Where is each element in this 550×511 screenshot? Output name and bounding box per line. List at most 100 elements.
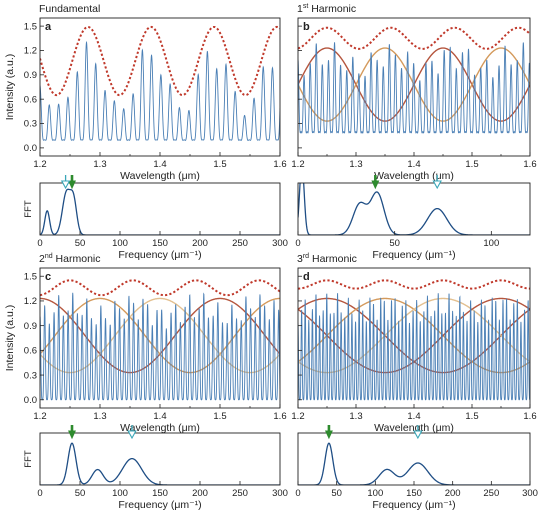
green-arrow-stem: [70, 175, 74, 182]
x-tick-label: 1.4: [407, 159, 420, 170]
plot-area: [298, 26, 530, 134]
x-tick-label: 1.3: [93, 411, 106, 422]
y-tick-label: 0.6: [24, 94, 37, 105]
cyan-arrow-marker: [127, 430, 137, 440]
y-tick-label: 0.0: [24, 143, 37, 154]
x-tick-label: 1.6: [273, 159, 286, 170]
panel-d: 3rd Harmonic d 1.2 1.3 1.4 1.5 1.6 Wavelength (…: [291, 253, 536, 434]
y-axis-label: Intensity (a.u.): [4, 54, 16, 121]
green-arrow-stem: [374, 175, 377, 182]
y-axis-label: FFT: [23, 450, 34, 468]
panel-title: 3rd Harmonic: [297, 253, 357, 265]
panel-letter: d: [303, 271, 310, 283]
fft-plot-area: [40, 442, 280, 485]
green-arrow-marker: [371, 180, 380, 190]
y-tick-label: 1.2: [24, 46, 37, 57]
x-tick-label: 1.5: [465, 159, 478, 170]
green-arrow-stem: [70, 425, 74, 432]
y-tick-label: 1.2: [24, 296, 37, 307]
signal-line: [298, 293, 530, 401]
panel-title: 1st Harmonic: [297, 3, 356, 15]
fft-panel-b-fft: 0 50 100 Frequency (μm⁻¹): [295, 175, 531, 261]
y-axis-label: FFT: [23, 200, 34, 218]
y-tick-label: 0.0: [24, 395, 37, 406]
y-tick-label: 0.9: [24, 321, 37, 332]
envelope-line: [40, 25, 280, 97]
x-tick-label: 50: [75, 238, 86, 249]
x-tick-label: 100: [367, 488, 383, 499]
signal-line: [298, 42, 530, 134]
plot-area: [298, 279, 530, 401]
x-tick-label: 1.5: [213, 159, 226, 170]
x-tick-label: 100: [112, 238, 128, 249]
signal-line: [40, 292, 280, 401]
signal-line: [40, 40, 280, 141]
fft-panel-c-fft: 0 50 100 150 200 250 300 Frequency (μm⁻¹) FFT: [23, 425, 288, 511]
x-tick-label: 1.2: [33, 411, 46, 422]
y-tick-label: 0.9: [24, 70, 37, 81]
y-tick-label: 1.5: [24, 21, 37, 32]
x-tick-label: 50: [75, 488, 86, 499]
panel-title: 2nd Harmonic: [39, 253, 101, 265]
x-axis-label: Wavelength (μm): [374, 422, 454, 434]
x-axis-label: Frequency (μm⁻¹): [118, 249, 201, 261]
sinusoid-1: [40, 297, 280, 374]
y-axis-label: Intensity (a.u.): [4, 305, 16, 372]
x-tick-label: 1.2: [291, 159, 304, 170]
y-tick-label: 1.5: [24, 271, 37, 282]
fft-line: [40, 442, 280, 485]
x-tick-label: 250: [483, 488, 499, 499]
plot-area: [40, 25, 280, 141]
panel-letter: b: [303, 21, 310, 33]
x-tick-label: 100: [112, 488, 128, 499]
y-tick-label: 0.6: [24, 346, 37, 357]
x-axis-label: Frequency (μm⁻¹): [372, 249, 455, 261]
x-tick-label: 300: [272, 488, 288, 499]
x-tick-label: 200: [445, 488, 461, 499]
cyan-arrow-marker: [432, 180, 442, 190]
fft-frame: [297, 182, 531, 236]
x-tick-label: 150: [406, 488, 422, 499]
x-tick-label: 300: [272, 238, 288, 249]
fft-line: [298, 442, 530, 485]
panel-c: 2nd Harmonic c 1.2 1.3 1.4 1.5 1.6 0.0 0.3 0.6 0.9…: [4, 253, 287, 434]
fft-panel-d-fft: 0 50 100 150 200 250 300 Frequency (μm⁻¹): [295, 425, 538, 511]
x-tick-label: 250: [232, 488, 248, 499]
x-tick-label: 0: [295, 488, 300, 499]
fft-plot-area: [298, 442, 530, 485]
fft-panel-a-fft: 0 50 100 150 200 250 300 Frequency (μm⁻¹) FFT: [23, 175, 288, 261]
x-tick-label: 1.6: [523, 411, 536, 422]
sinusoid-2: [40, 297, 280, 374]
x-tick-label: 1.6: [523, 159, 536, 170]
x-tick-label: 200: [192, 488, 208, 499]
y-tick-label: 0.3: [24, 370, 37, 381]
x-axis-label: Frequency (μm⁻¹): [118, 499, 201, 511]
x-tick-label: 1.6: [273, 411, 286, 422]
x-axis-label: Frequency (μm⁻¹): [372, 499, 455, 511]
fft-line: [40, 188, 280, 235]
x-tick-label: 0: [37, 488, 42, 499]
green-arrow-stem: [327, 425, 331, 432]
x-tick-label: 1.4: [153, 411, 166, 422]
x-tick-label: 250: [232, 238, 248, 249]
x-tick-label: 150: [152, 238, 168, 249]
x-axis-label: Wavelength (μm): [120, 170, 200, 182]
x-tick-label: 1.4: [153, 159, 166, 170]
x-tick-label: 1.5: [213, 411, 226, 422]
green-arrow-marker: [68, 430, 76, 440]
x-tick-label: 1.3: [93, 159, 106, 170]
panel-b: 1st Harmonic b 1.2 1.3 1.4 1.5 1.6 Wavelength (…: [291, 3, 536, 182]
x-axis-label: Wavelength (μm): [374, 170, 454, 182]
green-arrow-marker: [324, 430, 333, 440]
sinusoid-3: [40, 297, 280, 374]
x-tick-label: 1.2: [291, 411, 304, 422]
x-tick-label: 0: [295, 238, 300, 249]
cyan-arrow-marker: [60, 180, 71, 190]
x-tick-label: 50: [389, 238, 400, 249]
y-tick-label: 0.3: [24, 119, 37, 130]
x-tick-label: 300: [522, 488, 538, 499]
x-tick-label: 200: [192, 238, 208, 249]
x-tick-label: 150: [152, 488, 168, 499]
x-tick-label: 1.5: [465, 411, 478, 422]
